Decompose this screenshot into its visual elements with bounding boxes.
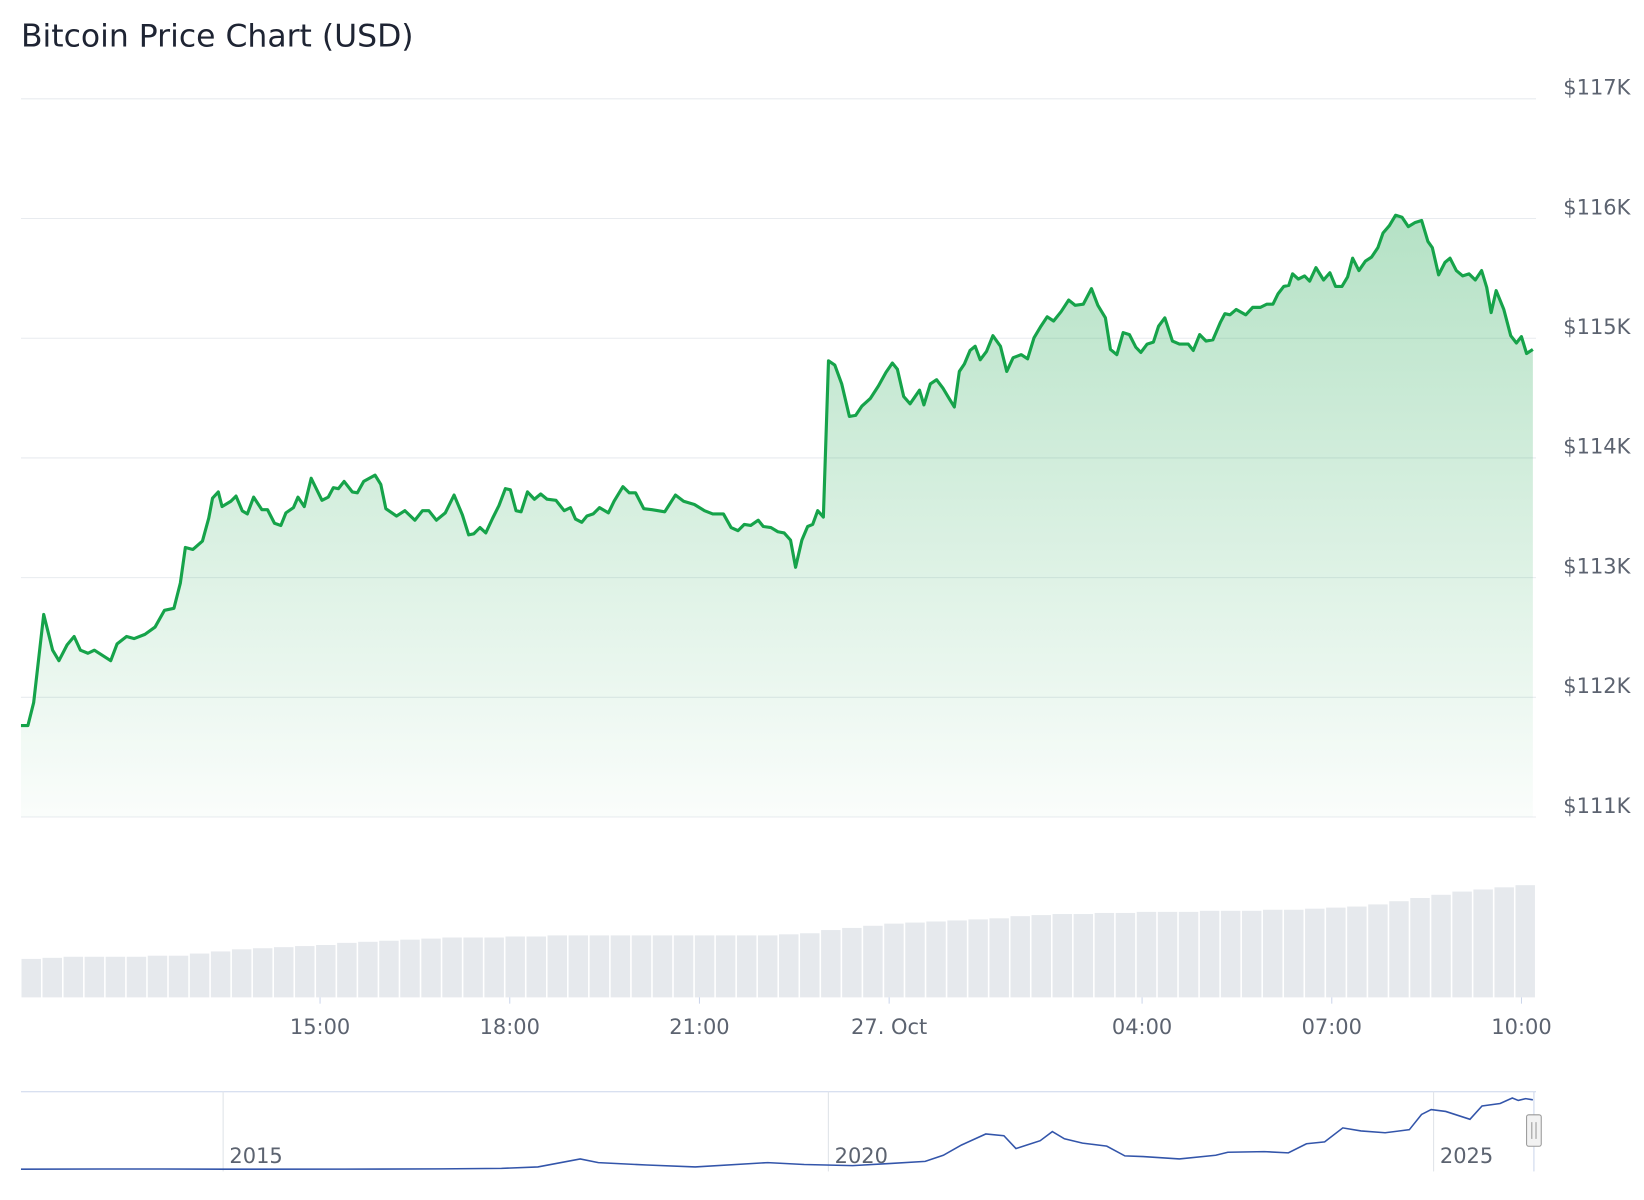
- x-tick-label: 04:00: [1112, 1015, 1172, 1039]
- volume-bar: [779, 934, 799, 998]
- volume-bar: [42, 957, 63, 998]
- volume-bar: [442, 937, 462, 998]
- x-tick-label: 21:00: [669, 1015, 729, 1039]
- volume-bar: [842, 927, 862, 998]
- volume-bar: [989, 918, 1009, 998]
- price-line: [20, 213, 1534, 728]
- x-tick-label: 18:00: [480, 1015, 540, 1039]
- y-tick-label: $117K: [1563, 76, 1631, 100]
- volume-bar: [1452, 891, 1472, 998]
- volume-bar: [1220, 910, 1241, 998]
- volume-bar: [968, 919, 988, 998]
- volume-bar: [1094, 912, 1115, 998]
- volume-bar: [568, 935, 589, 998]
- volume-bar: [168, 955, 189, 998]
- volume-bar: [400, 939, 420, 998]
- volume-bar: [379, 940, 399, 998]
- volume-bar: [231, 949, 252, 998]
- volume-bar: [800, 933, 820, 998]
- volume-bar: [1010, 916, 1030, 998]
- volume-bar: [1284, 909, 1304, 998]
- volume-bar: [1178, 911, 1199, 998]
- volume-bar: [652, 935, 673, 998]
- navigator-tick-label: 2015: [229, 1144, 282, 1168]
- volume-bar: [863, 925, 883, 998]
- volume-bar: [1052, 914, 1073, 998]
- volume-bar: [1115, 912, 1136, 998]
- volume-bar: [295, 946, 315, 998]
- volume-bar: [926, 921, 946, 998]
- volume-bar: [673, 935, 694, 998]
- volume-bar: [1368, 904, 1388, 998]
- y-tick-label: $112K: [1563, 674, 1631, 698]
- volume-bar: [821, 930, 841, 998]
- volume-bar: [1494, 887, 1514, 998]
- volume-bar: [105, 956, 126, 998]
- y-tick-label: $116K: [1563, 195, 1631, 219]
- volume-bar: [274, 947, 294, 998]
- volume-bar: [316, 945, 336, 998]
- volume-bar: [631, 935, 652, 998]
- volume-bar: [1157, 911, 1178, 998]
- volume-bar: [252, 948, 273, 998]
- x-tick-label: 07:00: [1302, 1015, 1362, 1039]
- volume-bar: [715, 935, 736, 998]
- volume-bar: [84, 956, 105, 998]
- volume-bar: [694, 935, 715, 998]
- volume-bar: [1347, 906, 1367, 998]
- volume-bar: [21, 958, 41, 998]
- volume-bar: [126, 956, 147, 998]
- volume-bar: [1515, 885, 1535, 998]
- navigator-handle[interactable]: [1526, 1114, 1542, 1147]
- volume-bar: [610, 935, 631, 998]
- volume-bar: [63, 956, 84, 998]
- volume-bar: [210, 951, 231, 998]
- volume-bar: [1031, 915, 1051, 998]
- x-tick-label: 15:00: [290, 1015, 350, 1039]
- y-tick-label: $113K: [1563, 554, 1631, 578]
- volume-bar: [1199, 910, 1220, 998]
- volume-bar: [1305, 908, 1325, 998]
- volume-bar: [147, 955, 168, 998]
- volume-bar: [757, 935, 778, 998]
- volume-bar: [358, 941, 378, 998]
- x-tick-label: 27. Oct: [851, 1015, 927, 1039]
- volume-bar: [589, 935, 610, 998]
- volume-bar: [505, 936, 525, 998]
- chart-title: Bitcoin Price Chart (USD): [21, 18, 414, 54]
- volume-bar: [905, 922, 925, 998]
- volume-bar: [1262, 909, 1283, 998]
- volume-bar: [189, 953, 210, 998]
- volume-bar: [337, 942, 357, 998]
- x-tick-label: 10:00: [1491, 1015, 1551, 1039]
- volume-bar: [1410, 898, 1430, 998]
- volume-bar: [463, 937, 483, 998]
- y-tick-label: $111K: [1563, 794, 1631, 818]
- volume-bar: [1136, 911, 1157, 998]
- volume-bar: [526, 936, 546, 998]
- volume-bar: [884, 923, 904, 998]
- volume-bar: [736, 935, 757, 998]
- volume-bar: [1473, 889, 1493, 998]
- volume-bar: [1431, 894, 1451, 998]
- volume-bar: [1389, 901, 1409, 998]
- volume-bar: [1326, 907, 1346, 998]
- price-area: [20, 215, 1533, 818]
- volume-bar: [484, 937, 504, 998]
- volume-bar: [547, 935, 568, 998]
- volume-bar: [421, 938, 441, 998]
- navigator-line: [20, 1097, 1533, 1171]
- volume-bar: [1073, 914, 1094, 998]
- y-tick-label: $115K: [1563, 315, 1631, 339]
- navigator-tick-label: 2025: [1440, 1144, 1493, 1168]
- volume-bar: [947, 920, 967, 998]
- volume-bar: [1241, 910, 1262, 998]
- y-tick-label: $114K: [1563, 435, 1631, 459]
